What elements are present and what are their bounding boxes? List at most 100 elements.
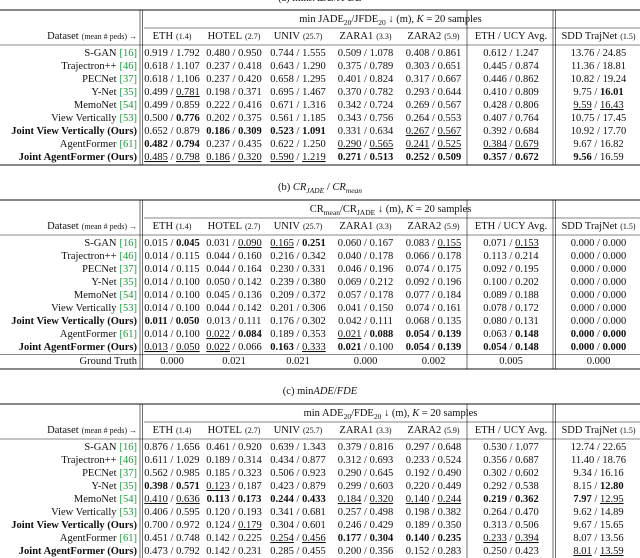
col-note: (5.9)	[444, 426, 460, 435]
value-part: 0.092	[406, 277, 430, 288]
value-part: /	[364, 329, 367, 340]
value-part: /	[364, 546, 367, 557]
column-header: ETH (1.4)	[153, 31, 192, 42]
cell-value: 0.202 / 0.375	[206, 113, 261, 124]
cell-value: 0.671 / 1.316	[270, 100, 325, 111]
cell-value: 8.01 / 13.59	[573, 546, 623, 557]
col-name: ETH	[153, 31, 174, 42]
value-part: 11.40	[571, 455, 594, 466]
citation: [37]	[120, 468, 138, 479]
value-part: /	[364, 264, 367, 275]
value-part: 0.014	[144, 251, 168, 262]
value-part: 16.16	[600, 468, 624, 479]
value-part: 0.244	[438, 494, 462, 505]
value-part: /	[510, 520, 513, 531]
value-part: 0.022	[206, 329, 230, 340]
value-part: 0.309	[238, 126, 262, 137]
value-part: 0.163	[270, 342, 294, 353]
cell-value: 0.233 / 0.394	[483, 533, 539, 544]
value-part: 0.461	[206, 442, 230, 453]
col-note: (25.7)	[303, 426, 323, 435]
value-part: 0.100	[483, 277, 507, 288]
value-part: 9.62	[573, 507, 591, 518]
cell-value: 0.480 / 0.950	[206, 48, 261, 59]
value-part: /	[364, 494, 367, 505]
value-part: 0.524	[438, 455, 462, 466]
value-part: /	[510, 481, 513, 492]
value-part: 8.07	[573, 533, 591, 544]
value-part: /	[232, 494, 235, 505]
text-part: 20	[374, 412, 382, 421]
value-part: 0.264	[483, 507, 507, 518]
value-part: /	[594, 481, 597, 492]
value-part: 0.239	[270, 277, 294, 288]
value-part: /	[432, 264, 435, 275]
value-part: 0.000	[571, 303, 595, 314]
method: Ground Truth	[80, 356, 138, 367]
value-part: 0.267	[406, 126, 430, 137]
value-part: /	[510, 238, 513, 249]
method-name: View Vertically [53]	[51, 113, 137, 124]
cell-value: 0.000 / 0.000	[571, 342, 626, 353]
value-part: 0.323	[238, 468, 262, 479]
cell-value: 0.113 / 0.214	[483, 251, 539, 262]
value-part: 0.000	[571, 290, 595, 301]
col-note: (3.3)	[376, 222, 392, 231]
value-part: 10.92	[571, 126, 595, 137]
cell-value: 0.069 / 0.212	[338, 277, 393, 288]
value-part: /	[432, 290, 435, 301]
value-part: 0.124	[206, 520, 230, 531]
value-part: /	[510, 546, 513, 557]
col-name: HOTEL	[208, 221, 242, 232]
value-part: /	[597, 251, 600, 262]
value-part: /	[597, 264, 600, 275]
cell-value: 0.021 / 0.088	[338, 329, 393, 340]
column-header: SDD TrajNet (1.5)	[561, 221, 635, 232]
method: Joint View Vertically (Ours)	[11, 126, 137, 137]
value-part: /	[364, 455, 367, 466]
cell-value: 0.140 / 0.244	[406, 494, 462, 505]
value-part: 0.423	[515, 546, 539, 557]
value-part: 0.175	[438, 264, 462, 275]
value-part: 0.622	[270, 139, 294, 150]
value-part: /	[297, 48, 300, 59]
value-part: 0.069	[338, 277, 362, 288]
cell-value: 0.063 / 0.148	[483, 329, 538, 340]
value-part: 0.000	[571, 342, 595, 353]
value-part: /	[171, 251, 174, 262]
cell-value: 0.000 / 0.000	[571, 316, 626, 327]
value-part: 0.639	[270, 442, 294, 453]
value-part: /	[233, 139, 236, 150]
value-part: 0.782	[370, 87, 394, 98]
value-part: 0.950	[238, 48, 262, 59]
value-part: 0.050	[206, 277, 230, 288]
value-part: 0.684	[515, 126, 539, 137]
value-part: 0.090	[238, 238, 262, 249]
label: Dataset	[47, 31, 79, 42]
col-note: (1.4)	[176, 426, 192, 435]
value-part: 11.36	[571, 61, 594, 72]
value-part: 0.861	[438, 48, 462, 59]
value-part: /	[597, 303, 600, 314]
column-header: ZARA2 (5.9)	[407, 31, 460, 42]
value-part: 0.063	[483, 329, 507, 340]
value-part: 0.824	[370, 74, 394, 85]
value-part: 18.81	[602, 61, 626, 72]
value-part: 0.509	[338, 48, 362, 59]
cell-value: 0.379 / 0.816	[338, 442, 393, 453]
value-part: /	[510, 152, 513, 163]
cell-value: 0.045 / 0.136	[206, 290, 261, 301]
cell-value: 0.700 / 0.972	[144, 520, 199, 531]
value-part: 0.420	[238, 74, 262, 85]
value-part: 0.776	[176, 113, 200, 124]
value-part: 0.293	[406, 87, 430, 98]
value-part: 0.302	[302, 316, 326, 327]
cell-value: 0.074 / 0.175	[406, 264, 461, 275]
value-part: /	[510, 290, 513, 301]
value-part: /	[364, 520, 367, 531]
method-name: Y-Net [35]	[91, 277, 137, 288]
value-part: /	[432, 61, 435, 72]
value-part: 0.499	[144, 87, 168, 98]
value-part: /	[297, 152, 300, 163]
value-part: 0.088	[370, 329, 394, 340]
